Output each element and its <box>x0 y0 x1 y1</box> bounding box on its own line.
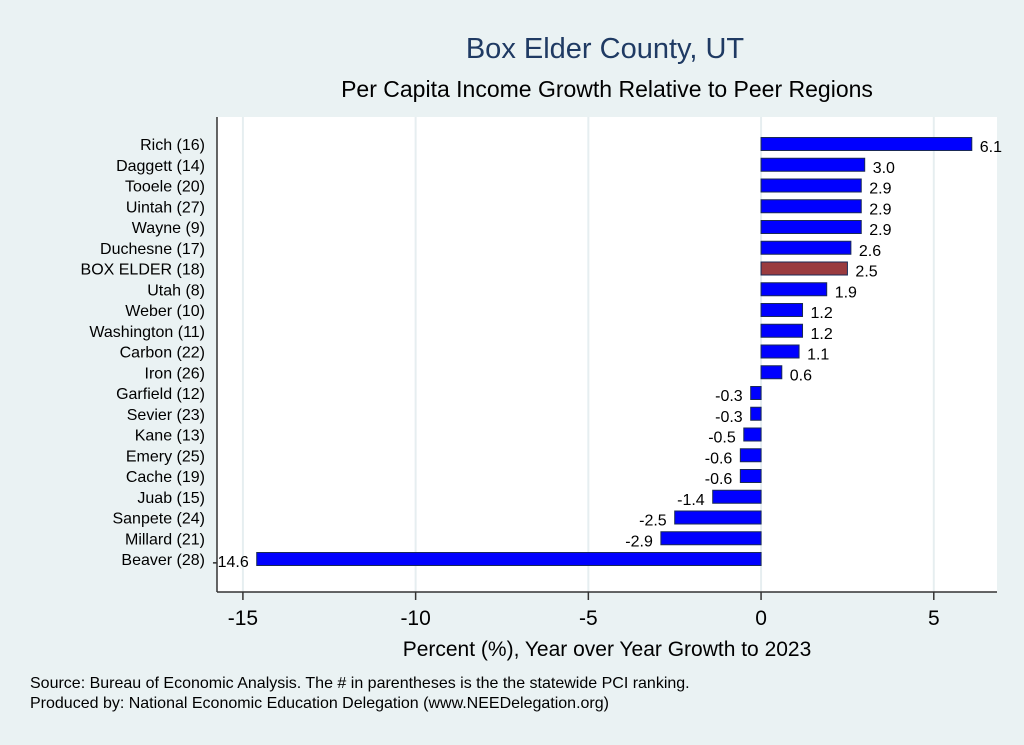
y-tick-label: Garfield (12) <box>116 386 205 403</box>
bar <box>712 489 762 504</box>
bar-value-label: 1.2 <box>811 305 833 322</box>
bar <box>760 240 852 255</box>
bar-value-label: 6.1 <box>980 139 1002 156</box>
x-tick-label: 0 <box>755 607 767 630</box>
bar-value-label: 2.6 <box>859 243 881 260</box>
bar <box>743 427 762 442</box>
bar-value-label: -2.9 <box>625 533 653 550</box>
y-tick-label: Carbon (22) <box>120 345 205 362</box>
y-tick-label: Cache (19) <box>126 469 205 486</box>
bar-value-label: 1.1 <box>807 347 829 364</box>
x-tick-label: -5 <box>579 607 598 630</box>
bar-value-label: -14.6 <box>212 554 249 571</box>
y-tick-label: Iron (26) <box>145 365 205 382</box>
y-tick-label: Washington (11) <box>89 324 205 341</box>
y-tick-label: BOX ELDER (18) <box>81 262 205 279</box>
bar <box>760 323 804 338</box>
bar-value-label: -0.3 <box>715 409 743 426</box>
bar <box>760 137 973 151</box>
y-tick-label: Wayne (9) <box>132 220 205 237</box>
bar-value-label: 1.2 <box>811 326 833 343</box>
y-tick-label: Sanpete (24) <box>112 511 205 528</box>
bar-value-label: 0.6 <box>790 367 812 384</box>
y-tick-label: Sevier (23) <box>127 407 205 424</box>
bar <box>760 261 848 276</box>
bar-value-label: 2.5 <box>855 264 877 281</box>
bar-value-label: -0.3 <box>715 388 743 405</box>
y-tick-label: Utah (8) <box>147 282 205 299</box>
bar <box>760 220 862 234</box>
bar <box>739 469 762 483</box>
bar <box>760 365 783 380</box>
bar-value-label: -0.5 <box>708 430 736 447</box>
bar <box>660 531 762 546</box>
bar <box>760 344 800 359</box>
y-tick-label: Tooele (20) <box>125 179 205 196</box>
y-tick-label: Duchesne (17) <box>100 241 205 258</box>
y-tick-label: Uintah (27) <box>126 199 205 216</box>
bar <box>760 303 804 317</box>
bar-value-label: -0.6 <box>705 471 733 488</box>
bar <box>750 406 762 421</box>
bar-value-label: 1.9 <box>835 284 857 301</box>
bar-value-label: 3.0 <box>873 160 895 177</box>
source-note: Source: Bureau of Economic Analysis. The… <box>30 675 690 692</box>
bar-value-label: -2.5 <box>639 513 667 530</box>
y-tick-label: Weber (10) <box>125 303 205 320</box>
chart-subtitle: Per Capita Income Growth Relative to Pee… <box>341 76 873 102</box>
bar <box>760 157 866 172</box>
y-tick-label: Juab (15) <box>137 490 205 507</box>
x-tick-label: -10 <box>400 607 430 630</box>
bar-value-label: -0.6 <box>705 450 733 467</box>
bar <box>674 510 762 525</box>
bar-value-label: -1.4 <box>677 492 705 509</box>
y-tick-label: Rich (16) <box>140 137 205 154</box>
y-tick-label: Daggett (14) <box>116 158 205 175</box>
y-tick-label: Beaver (28) <box>121 552 205 569</box>
producer-note: Produced by: National Economic Education… <box>30 695 609 712</box>
x-tick-label: -15 <box>228 607 258 630</box>
x-axis-label: Percent (%), Year over Year Growth to 20… <box>403 638 812 661</box>
bar <box>256 552 762 566</box>
y-tick-label: Kane (13) <box>135 428 205 445</box>
bar <box>760 178 862 193</box>
x-tick-label: 5 <box>928 607 940 630</box>
plot-area <box>217 117 997 592</box>
bar-value-label: 2.9 <box>869 181 891 198</box>
bar <box>750 386 762 400</box>
bar <box>739 448 762 463</box>
y-tick-label: Millard (21) <box>125 531 205 548</box>
bar-value-label: 2.9 <box>869 222 891 239</box>
bar-value-label: 2.9 <box>869 201 891 218</box>
bar <box>760 199 862 214</box>
y-tick-label: Emery (25) <box>126 448 205 465</box>
chart-title: Box Elder County, UT <box>466 33 745 65</box>
bar <box>760 282 828 297</box>
